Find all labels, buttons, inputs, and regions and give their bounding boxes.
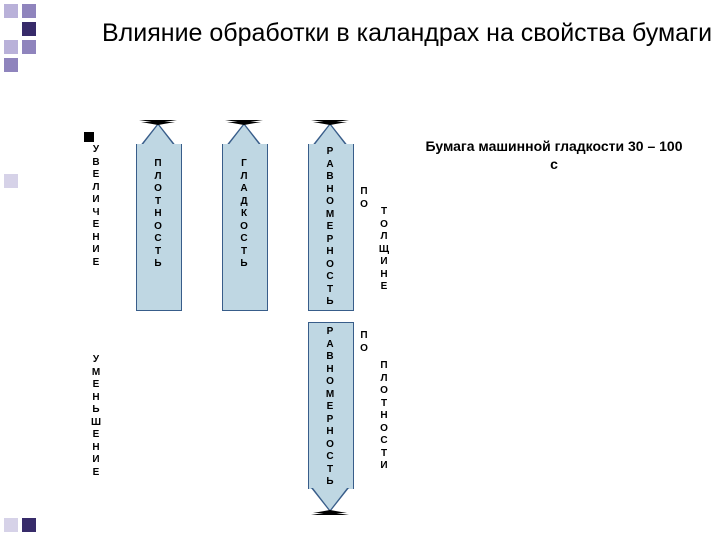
arrow-text: ГЛАДКОСТЬ <box>238 158 250 271</box>
side-text: Бумага машинной гладкости 30 – 100 с <box>424 138 684 173</box>
decor-square <box>22 40 36 54</box>
decor-square <box>4 40 18 54</box>
label-decrease: УМЕНЬШЕНИЕ <box>90 354 102 479</box>
arrow-text: РАВНОМЕРНОСТЬ <box>324 146 336 309</box>
decor-square <box>22 518 36 532</box>
decor-square <box>4 174 18 188</box>
decor-square <box>22 4 36 18</box>
label-increase: УВЕЛИЧЕНИЕ <box>90 144 102 269</box>
decor-square <box>4 4 18 18</box>
decor-square <box>4 518 18 532</box>
side-text-line1: Бумага машинной гладкости <box>425 138 624 154</box>
arrow-text: ПО <box>358 330 370 355</box>
arrow-head-icon <box>313 488 347 513</box>
bullet <box>84 132 94 142</box>
arrow-text: ТОЛЩИНЕ <box>378 206 390 294</box>
arrow-text: ПЛОТНОСТЬ <box>152 158 164 271</box>
arrow-text: РАВНОМЕРНОСТЬ <box>324 326 336 489</box>
arrow-text: ПЛОТНОСТИ <box>378 360 390 473</box>
decor-square <box>22 22 36 36</box>
decor-square <box>4 58 18 72</box>
slide-title: Влияние обработки в каландрах на свойств… <box>102 18 712 48</box>
slide: { "title": "Влияние обработки в каландра… <box>0 0 720 540</box>
arrow-text: ПО <box>358 186 370 211</box>
